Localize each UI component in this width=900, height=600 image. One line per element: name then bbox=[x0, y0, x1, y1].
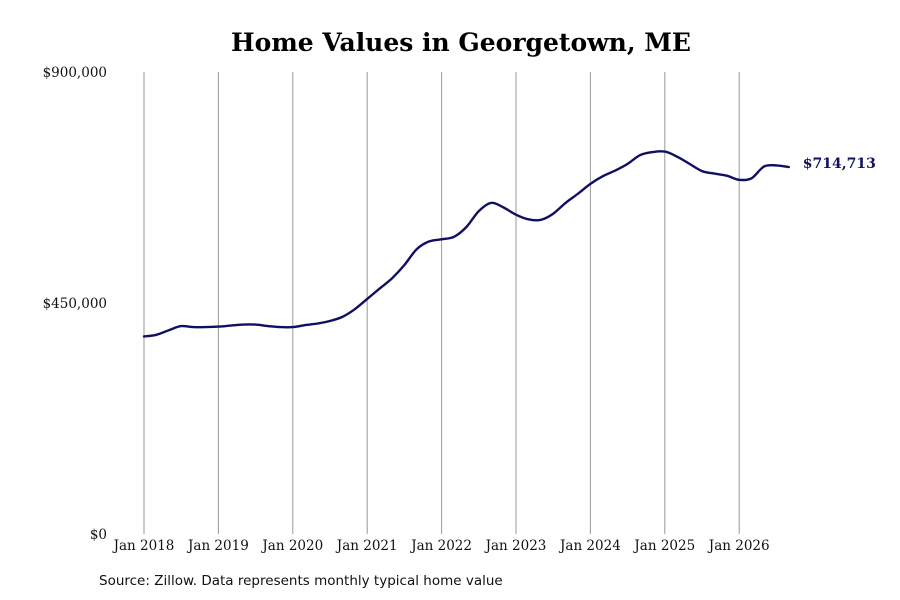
y-tick-label: $900,000 bbox=[43, 65, 107, 81]
x-tick-label: Jan 2021 bbox=[335, 538, 398, 554]
x-tick-label: Jan 2025 bbox=[632, 538, 695, 554]
y-tick-label: $0 bbox=[90, 527, 107, 543]
x-tick-label: Jan 2023 bbox=[484, 538, 547, 554]
series-line-0 bbox=[142, 150, 790, 338]
y-tick-label: $450,000 bbox=[43, 296, 107, 312]
x-tick-label: Jan 2020 bbox=[260, 538, 323, 554]
x-axis-ticks: Jan 2018 Jan 2019 Jan 2020 Jan 2021 Jan 2022… bbox=[112, 538, 770, 554]
x-tick-label: Jan 2018 bbox=[112, 538, 175, 554]
chart-title: Home Values in Georgetown, ME bbox=[231, 28, 691, 57]
x-tick-label: Jan 2024 bbox=[558, 538, 621, 554]
series-layer: $714,713 bbox=[142, 150, 876, 338]
y-axis-ticks: $0 $450,000 $900,000 bbox=[43, 65, 107, 543]
source-note: Source: Zillow. Data represents monthly … bbox=[99, 573, 503, 589]
x-tick-label: Jan 2026 bbox=[707, 538, 770, 554]
end-value-label: $714,713 bbox=[803, 156, 876, 172]
grid-lines bbox=[143, 72, 740, 534]
x-tick-label: Jan 2022 bbox=[409, 538, 472, 554]
x-tick-label: Jan 2019 bbox=[186, 538, 249, 554]
